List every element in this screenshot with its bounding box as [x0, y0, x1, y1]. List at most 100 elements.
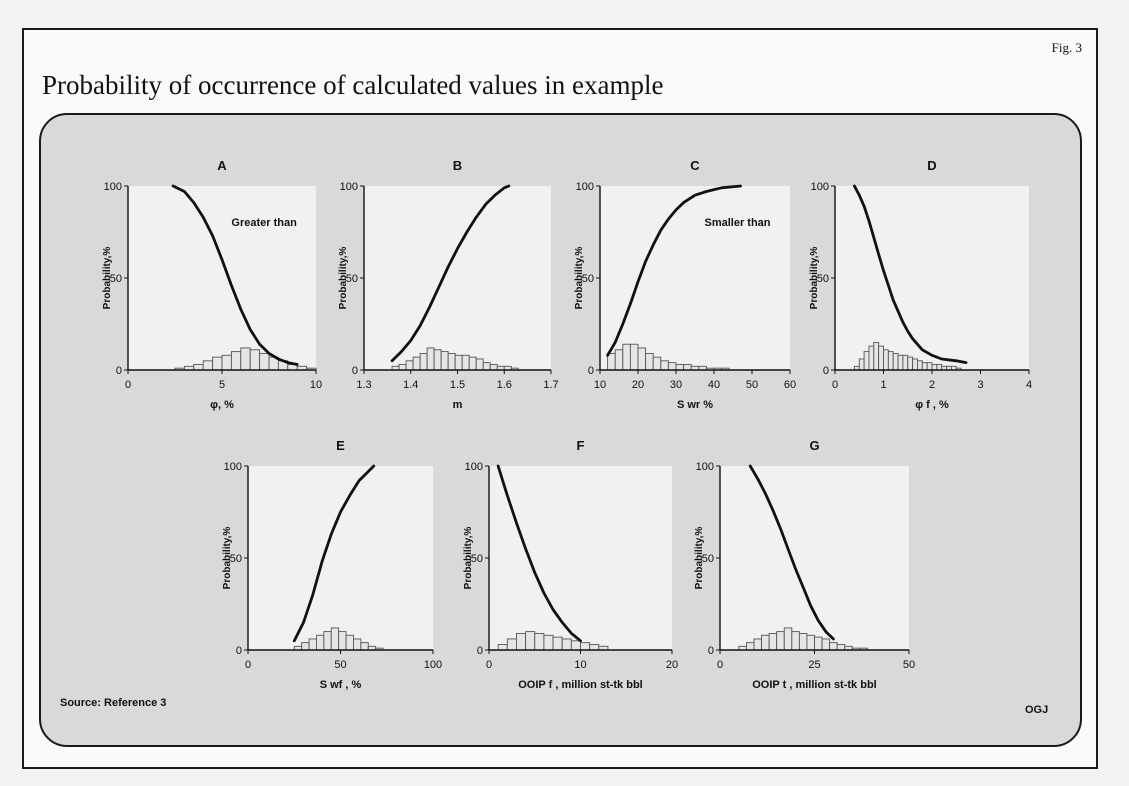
histogram-bar [360, 642, 369, 651]
x-tick-label: 1.4 [403, 379, 418, 391]
x-tick-label: 50 [903, 659, 915, 671]
histogram-bar [221, 354, 232, 371]
histogram-bar [806, 634, 815, 651]
histogram-bar [783, 627, 793, 651]
chart-e: 0 50 100 0 50 100 E S wf , % Probability,% [222, 438, 442, 691]
histogram-bar [622, 343, 631, 371]
chart-b: 1.3 1.4 1.5 1.6 1.7 0 50 100 Bm Probability,% [338, 158, 559, 411]
plot-area [489, 466, 672, 650]
histogram-bar [308, 638, 317, 651]
histogram-bar [240, 347, 251, 371]
y-tick-label: 100 [696, 461, 714, 473]
source-note: Source: Reference 3 [60, 697, 167, 709]
histogram-bar [516, 632, 527, 651]
histogram-bar [552, 636, 563, 651]
plot-area [128, 186, 316, 370]
x-tick-label: 5 [219, 379, 225, 391]
histogram-bar [761, 634, 770, 651]
y-tick-label: 50 [346, 273, 358, 285]
histogram-bar [570, 640, 581, 651]
histogram-bar [447, 352, 456, 371]
x-tick-label: 1.7 [543, 379, 558, 391]
y-axis-label: Probability,% [574, 247, 585, 310]
chart-annotation: Smaller than [705, 217, 771, 229]
histogram-bar [193, 364, 204, 371]
histogram-bar [878, 345, 884, 371]
histogram-bar [301, 642, 310, 651]
histogram-bar [863, 351, 870, 371]
y-axis-label: Probability,% [463, 527, 474, 590]
histogram-bar [791, 631, 800, 651]
histogram-bar [259, 352, 270, 371]
histogram-bar [454, 354, 463, 371]
probability-curve [171, 184, 299, 366]
histogram-bar [534, 632, 545, 651]
histogram-bar [475, 358, 484, 371]
histogram-bar [836, 644, 846, 651]
histogram-bar [921, 362, 928, 371]
y-tick-label: 50 [702, 553, 714, 565]
y-tick-label: 50 [582, 273, 594, 285]
histogram-bar [506, 638, 517, 651]
x-tick-label: 0 [832, 379, 838, 391]
histogram-bar [652, 356, 662, 371]
histogram-bar [931, 364, 938, 371]
x-tick-label: 60 [784, 379, 796, 391]
histogram-bar [746, 642, 755, 651]
x-axis-label: S wr % [677, 399, 713, 411]
y-tick-label: 100 [576, 181, 594, 193]
chart-c: 10 20 30 40 50 60 0 50 100 C S wr % Probability,% Sm… [574, 158, 796, 411]
histogram-bar [316, 634, 325, 651]
y-tick-label: 0 [352, 365, 358, 377]
y-tick-label: 0 [588, 365, 594, 377]
histogram-bar [398, 364, 407, 371]
histogram-bar [897, 354, 904, 371]
figure-number: Fig. 3 [1051, 40, 1082, 55]
histogram-bar [868, 345, 875, 371]
histogram-bar [433, 349, 442, 371]
histogram-bar [468, 356, 477, 371]
y-axis-label: Probability,% [809, 247, 820, 310]
histogram-bar [675, 364, 685, 371]
chart-annotation: Greater than [231, 217, 297, 229]
histogram-bar [907, 356, 914, 371]
chart-g: 0 25 50 0 50 100 G OOIP t , million st-tk bbl Pr… [694, 438, 915, 691]
y-tick-label: 0 [823, 365, 829, 377]
x-tick-label: 20 [632, 379, 644, 391]
y-axis-label: Probability,% [338, 247, 349, 310]
histogram-bar [338, 631, 347, 651]
chart-letter: F [577, 438, 585, 453]
x-tick-label: 3 [977, 379, 983, 391]
x-tick-label: 50 [746, 379, 758, 391]
histogram-bar [589, 644, 600, 651]
histogram-bar [814, 636, 823, 651]
chart-letter: A [217, 158, 227, 173]
histogram-bar [323, 631, 332, 651]
x-tick-label: 0 [245, 659, 251, 671]
x-tick-label: 10 [310, 379, 322, 391]
histogram-bar [212, 356, 223, 371]
histogram-bar [614, 349, 624, 371]
histogram-bar [683, 364, 692, 371]
histogram-bar [926, 362, 933, 371]
x-tick-label: 10 [594, 379, 606, 391]
chart-letter: G [809, 438, 819, 453]
x-tick-label: 4 [1026, 379, 1032, 391]
histogram-bar [345, 634, 354, 651]
histogram-bar [667, 362, 677, 371]
x-axis-label: S wf , % [320, 679, 362, 691]
y-tick-label: 50 [817, 273, 829, 285]
x-tick-label: 1.6 [497, 379, 512, 391]
y-tick-label: 100 [811, 181, 829, 193]
histogram-bar [912, 358, 918, 371]
histogram-bar [426, 347, 435, 371]
probability-curve [496, 464, 582, 643]
histogram-bar [645, 352, 654, 371]
x-tick-label: 0 [717, 659, 723, 671]
histogram-bar [768, 632, 778, 651]
histogram-bar [580, 642, 591, 651]
histogram-bar [497, 644, 508, 651]
chart-letter: C [690, 158, 700, 173]
histogram-bar [405, 360, 414, 371]
chart-letter: B [453, 158, 462, 173]
